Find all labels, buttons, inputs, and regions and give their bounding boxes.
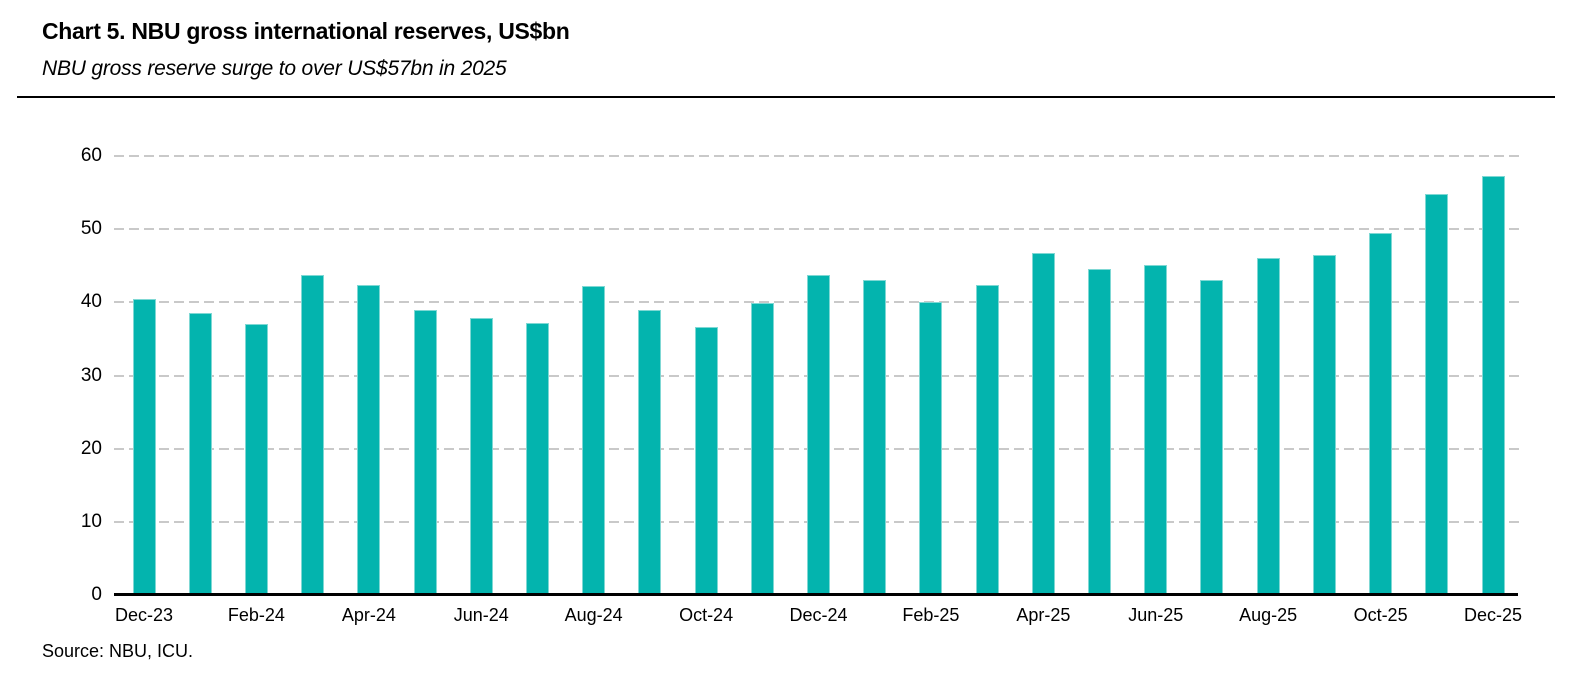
- bar-May-25: [1088, 269, 1112, 595]
- gridline-50: [114, 228, 1520, 231]
- bar-Jul-25: [1200, 280, 1224, 595]
- x-axis-tick-label-Jun-25: Jun-25: [1128, 605, 1184, 625]
- x-axis-tick-label-Dec-24: Dec-24: [789, 605, 848, 625]
- source-note: Source: NBU, ICU.: [42, 641, 194, 661]
- bar-Jun-24: [469, 317, 493, 595]
- bar-Jan-24: [188, 313, 212, 595]
- bar-Jun-25: [1144, 265, 1168, 595]
- x-axis-tick-label-Feb-25: Feb-25: [902, 605, 960, 625]
- bar-Dec-24: [807, 274, 830, 595]
- y-axis-tick-label-30: 30: [80, 364, 102, 386]
- x-axis-tick-label-Aug-24: Aug-24: [564, 605, 623, 625]
- x-axis-tick-label-Dec-23: Dec-23: [114, 605, 174, 625]
- bar-Nov-25: [1425, 194, 1449, 595]
- chart-subtitle: NBU gross reserve surge to over US$57bn …: [42, 57, 507, 80]
- bar-Nov-24: [750, 303, 774, 595]
- chart-title: Chart 5. NBU gross international reserve…: [42, 18, 570, 44]
- x-axis-tick-label-Dec-25: Dec-25: [1463, 605, 1523, 625]
- bar-Sep-25: [1312, 254, 1336, 595]
- bar-Oct-24: [694, 327, 718, 595]
- bar-Feb-25: [919, 301, 943, 595]
- bar-Apr-24: [357, 284, 381, 595]
- y-axis-tick-label-60: 60: [80, 145, 102, 166]
- bar-Dec-25: [1481, 175, 1505, 595]
- x-axis-line: [114, 593, 1518, 596]
- bar-Jan-25: [863, 280, 887, 595]
- bar-Sep-24: [638, 310, 662, 595]
- gridline-60: [114, 155, 1520, 157]
- y-axis-tick-label-0: 0: [91, 584, 102, 605]
- bar-Jul-24: [525, 322, 549, 595]
- x-axis-tick-label-Aug-25: Aug-25: [1239, 605, 1298, 625]
- bar-Dec-23: [132, 298, 156, 595]
- x-axis-tick-label-Feb-24: Feb-24: [227, 605, 285, 625]
- bar-May-24: [413, 309, 437, 595]
- x-axis-tick-label-Oct-24: Oct-24: [679, 605, 734, 625]
- y-axis-tick-label-20: 20: [80, 437, 102, 459]
- bar-Aug-24: [582, 285, 606, 595]
- x-axis-tick-label-Jun-24: Jun-24: [453, 605, 509, 625]
- x-axis-tick-label-Oct-25: Oct-25: [1353, 605, 1408, 625]
- y-axis-tick-label-10: 10: [80, 510, 102, 532]
- bar-Aug-25: [1256, 258, 1280, 595]
- bar-Mar-25: [975, 284, 999, 595]
- bar-Apr-25: [1031, 253, 1055, 595]
- bar-Oct-25: [1369, 232, 1393, 595]
- x-axis-tick-label-Apr-25: Apr-25: [1016, 605, 1071, 625]
- bar-Mar-24: [301, 274, 325, 595]
- x-axis-tick-label-Apr-24: Apr-24: [341, 605, 396, 625]
- header-divider: [17, 96, 1555, 98]
- y-axis-tick-label-40: 40: [80, 291, 102, 313]
- bar-Feb-24: [244, 324, 268, 595]
- y-axis-tick-label-50: 50: [80, 218, 102, 240]
